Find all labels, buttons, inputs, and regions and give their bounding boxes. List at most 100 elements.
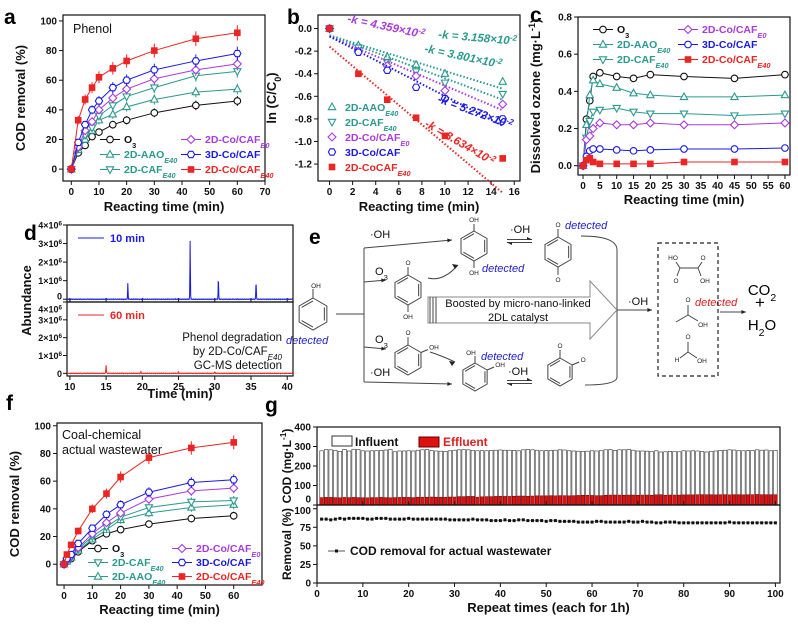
removal-point <box>393 517 397 521</box>
chromatogram-trace <box>66 365 294 375</box>
molecule-ring <box>462 362 488 392</box>
y-tick-label: 60 <box>46 76 58 87</box>
effluent-bar <box>351 497 356 506</box>
plot-annotation: by 2D-Co/CAFE40 <box>193 346 283 362</box>
data-point <box>382 66 392 75</box>
removal-point <box>540 519 544 523</box>
legend-label: 2D-AAOE40 <box>617 39 671 55</box>
data-point <box>589 145 597 153</box>
removal-point <box>567 519 571 523</box>
y-tick-label: 2×106 <box>38 333 62 344</box>
removal-point <box>581 520 585 524</box>
removal-point <box>746 521 750 525</box>
data-point <box>122 76 131 84</box>
effluent-bar <box>369 497 375 506</box>
boosted-label: 2DL catalyst <box>488 312 548 324</box>
x-tick-label: 30 <box>449 589 461 600</box>
effluent-bar <box>374 497 379 506</box>
data-point <box>233 97 242 105</box>
removal-point <box>356 516 360 520</box>
double-bond <box>301 300 314 308</box>
removal-point <box>622 520 626 524</box>
data-point <box>144 494 154 504</box>
data-point <box>612 104 622 114</box>
data-point <box>123 57 130 65</box>
effluent-bar <box>328 497 333 506</box>
effluent-bar <box>741 494 746 506</box>
data-point <box>327 148 337 156</box>
data-point <box>645 110 655 119</box>
data-point <box>186 498 196 508</box>
arrowhead <box>452 264 458 269</box>
effluent-bar <box>718 494 723 506</box>
data-point <box>191 86 201 96</box>
removal-point <box>448 518 452 522</box>
double-bond <box>397 295 409 303</box>
series-d3 <box>579 144 789 170</box>
atom-label: O <box>557 343 562 350</box>
x-tick-label: 70 <box>632 589 644 600</box>
atom-label: OH <box>700 278 710 285</box>
removal-point <box>650 520 654 524</box>
effluent-bar <box>567 495 572 506</box>
legend-label: 2D-CAFE40 <box>112 557 164 573</box>
arrowhead <box>447 381 452 386</box>
data-point <box>191 57 201 65</box>
arrow-line <box>363 239 453 249</box>
atom-label: OH <box>429 345 439 352</box>
x-tick-label: 0 <box>580 181 586 192</box>
removal-point <box>668 520 672 524</box>
removal-point <box>769 521 773 525</box>
legend-label: 3D-Co/CAF <box>702 39 758 51</box>
atom-label: OH <box>469 270 479 277</box>
arrowhead <box>507 242 512 245</box>
data-point <box>730 145 739 153</box>
x-tick-label: 10 <box>64 382 76 393</box>
effluent-bar <box>700 494 705 506</box>
data-point <box>177 558 187 567</box>
data-point <box>229 476 238 484</box>
legend-label: 2D-CoCAFE40 <box>345 162 411 178</box>
data-point <box>680 145 688 153</box>
legend-label: 2D-Co/CAFE0 <box>205 134 270 150</box>
removal-point <box>695 521 699 525</box>
influent-bar <box>374 450 379 506</box>
removal-point <box>471 517 475 521</box>
data-point <box>93 559 103 568</box>
effluent-bar <box>397 497 402 506</box>
double-bond <box>549 360 561 367</box>
data-point <box>229 511 238 520</box>
y-tick-label: 0 <box>51 165 57 176</box>
effluent-bar <box>585 495 590 506</box>
removal-point <box>333 517 337 521</box>
atom-label: OH <box>698 322 708 329</box>
data-point <box>89 505 96 513</box>
legend-label: 3D-Co/CAF <box>205 149 261 161</box>
data-point <box>581 119 591 129</box>
x-tick-label: 20 <box>137 382 149 393</box>
data-point <box>117 473 124 481</box>
effluent-bar <box>709 494 714 506</box>
effluent-bar <box>530 495 535 506</box>
removal-point <box>453 518 457 522</box>
removal-point <box>590 520 594 524</box>
h2o-label: H2O <box>748 317 776 339</box>
data-point <box>145 454 153 461</box>
effluent-bar <box>525 495 530 506</box>
y-axis-label: ln (C/C0) <box>264 72 283 123</box>
x-tick-label: 80 <box>678 589 690 600</box>
x-tick-label: 20 <box>645 181 657 192</box>
x-tick-label: 0 <box>327 187 333 198</box>
y-tick-label: 100 <box>40 16 57 27</box>
legend-marker <box>335 549 338 553</box>
removal-point <box>732 521 736 525</box>
data-point <box>612 72 621 81</box>
arrowhead <box>447 238 452 243</box>
y-tick-label: 0.0 <box>558 161 572 172</box>
data-point <box>354 48 363 56</box>
effluent-bar <box>457 496 462 506</box>
data-point <box>122 116 131 125</box>
effluent-bar <box>379 497 384 506</box>
removal-point <box>636 520 640 524</box>
removal-point <box>585 520 589 524</box>
